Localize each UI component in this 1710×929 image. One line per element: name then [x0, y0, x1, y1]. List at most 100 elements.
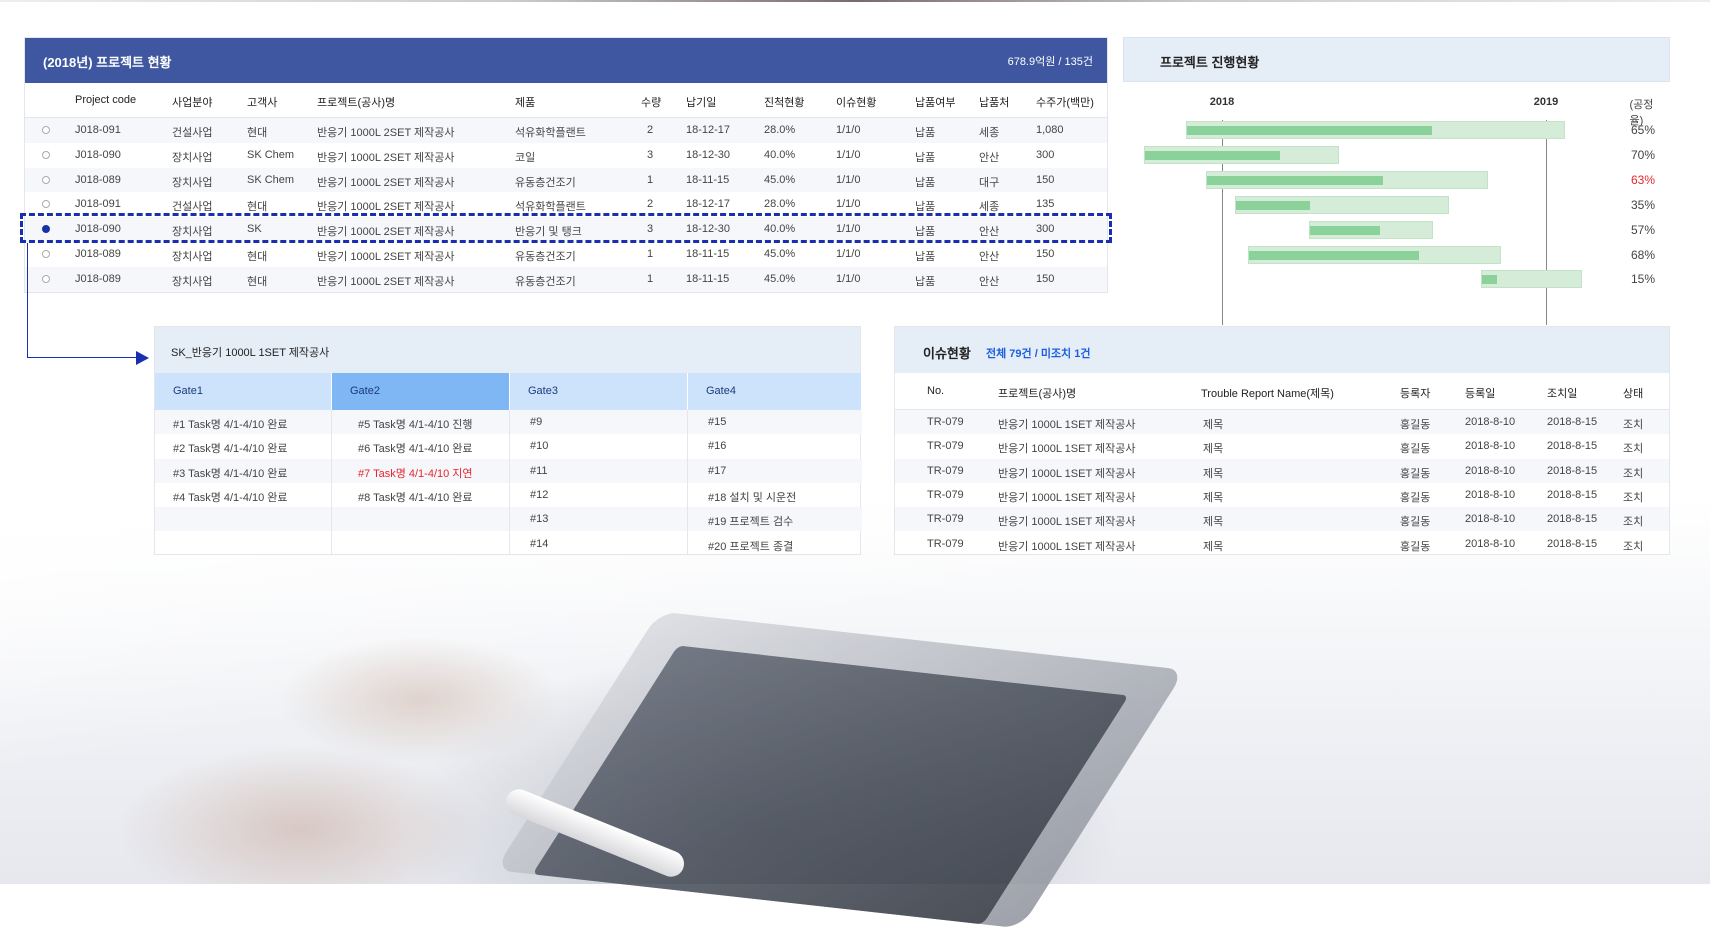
table-cell: 납품	[915, 226, 936, 239]
gate-task[interactable]: #11	[530, 464, 548, 477]
gate-task[interactable]: #7 Task명 4/1-4/10 지연	[358, 467, 473, 480]
table-cell: 45.0%	[764, 173, 796, 186]
table-cell: 2018-8-10	[1465, 440, 1516, 453]
column-header[interactable]: 사업분야	[172, 97, 213, 109]
gate-tab-1[interactable]: Gate1	[155, 373, 332, 410]
gantt-bar[interactable]	[1247, 245, 1501, 264]
issue-table-header: No. 프로젝트(공사)명 Trouble Report Name(제목) 등록자 등록…	[895, 373, 1669, 410]
gate-tab-4[interactable]: Gate4	[688, 373, 862, 410]
column-header[interactable]: 등록자	[1400, 388, 1431, 400]
table-cell: 18-12-30	[686, 148, 731, 161]
column-header[interactable]: 납품처	[979, 97, 1010, 109]
column-header[interactable]: 등록일	[1465, 388, 1496, 400]
gantt-bar[interactable]	[1186, 121, 1566, 139]
issue-count[interactable]: 전체 79건 / 미조치 1건	[986, 348, 1091, 360]
column-header[interactable]: 조치일	[1547, 388, 1578, 400]
gate-task[interactable]: #8 Task명 4/1-4/10 완료	[358, 491, 473, 504]
gantt-bar[interactable]	[1309, 220, 1433, 239]
column-header[interactable]: 고객사	[247, 97, 278, 109]
table-cell: 반응기 1000L 1SET 제작공사	[998, 419, 1136, 431]
column-header[interactable]: No.	[927, 385, 945, 397]
column-header[interactable]: 제품	[515, 97, 536, 109]
gate-task[interactable]: #17	[708, 464, 727, 477]
gate-task[interactable]: #13	[530, 513, 549, 526]
table-row[interactable]: J018-090 장치사업 SK Chem 반응기 1000L 2SET 제작공사 코일…	[25, 143, 1107, 168]
column-header[interactable]: 상태	[1623, 388, 1644, 400]
column-header[interactable]: 수량	[641, 97, 662, 109]
column-header[interactable]: 프로젝트(공사)명	[998, 388, 1077, 400]
column-header[interactable]: 프로젝트(공사)명	[317, 97, 396, 109]
gate-task[interactable]: #5 Task명 4/1-4/10 진행	[358, 419, 473, 431]
gate-task[interactable]: #15	[708, 416, 727, 428]
gantt-bar[interactable]	[1234, 195, 1449, 214]
table-cell: TR-079	[927, 464, 964, 477]
table-row[interactable]: J018-089 장치사업 현대 반응기 1000L 2SET 제작공사 유동층건조기 1…	[25, 242, 1107, 267]
table-cell: 1/1/0	[836, 272, 861, 285]
issue-row[interactable]: TR-079 반응기 1000L 1SET 제작공사 제목 홍길동 2018-8-10 2…	[895, 532, 1669, 556]
row-radio[interactable]	[42, 274, 50, 283]
rate-label: (공정율)	[1629, 99, 1654, 127]
row-radio[interactable]	[42, 150, 50, 159]
table-row[interactable]: J018-089 장치사업 SK Chem 반응기 1000L 2SET 제작공사 유동…	[25, 167, 1107, 193]
issue-row[interactable]: TR-079 반응기 1000L 1SET 제작공사 제목 홍길동 2018-8-10 2…	[895, 410, 1669, 435]
table-row[interactable]: J018-089 장치사업 현대 반응기 1000L 2SET 제작공사 유동층건조기 1…	[25, 266, 1107, 292]
issue-row[interactable]: TR-079 반응기 1000L 1SET 제작공사 제목 홍길동 2018-8-10 2…	[895, 483, 1669, 507]
gate-task[interactable]: #1 Task명 4/1-4/10 완료	[173, 419, 288, 431]
gantt-bar[interactable]	[1481, 270, 1582, 289]
table-cell: 장치사업	[172, 176, 213, 189]
row-radio[interactable]	[42, 250, 50, 258]
issue-row[interactable]: TR-079 반응기 1000L 1SET 제작공사 제목 홍길동 2018-8-10 2…	[895, 507, 1669, 532]
gate-task[interactable]: #6 Task명 4/1-4/10 완료	[358, 443, 473, 456]
column-header[interactable]: Project code	[75, 94, 137, 106]
table-cell: 반응기 1000L 1SET 제작공사	[998, 540, 1136, 553]
table-row[interactable]: J018-090 장치사업 SK 반응기 1000L 2SET 제작공사 반응기 및 탱…	[25, 217, 1107, 242]
gantt-bar[interactable]	[1144, 145, 1339, 164]
table-cell: 반응기 1000L 2SET 제작공사	[317, 176, 455, 189]
column-header[interactable]: 수주가(백만)	[1036, 97, 1094, 109]
issue-row[interactable]: TR-079 반응기 1000L 1SET 제작공사 제목 홍길동 2018-8-10 2…	[895, 458, 1669, 483]
gate-task[interactable]: #14	[530, 537, 549, 550]
column-header[interactable]: 이슈현황	[836, 97, 877, 109]
row-radio[interactable]	[42, 175, 50, 184]
year-label-2019: 2019	[1533, 96, 1559, 108]
gate-task[interactable]: #12	[530, 488, 549, 501]
gate-task[interactable]: #3 Task명 4/1-4/10 완료	[173, 467, 288, 480]
table-cell: 조치	[1623, 540, 1644, 553]
row-radio[interactable]	[42, 126, 50, 134]
table-row[interactable]: J018-091 건설사업 현대 반응기 1000L 2SET 제작공사 석유화학플랜트…	[25, 118, 1107, 143]
gantt-bar[interactable]	[1205, 170, 1488, 189]
gate-task[interactable]: #9	[530, 416, 543, 428]
top-divider	[0, 0, 1710, 2]
gate-tab-3[interactable]: Gate3	[510, 373, 688, 410]
gate-task[interactable]: #4 Task명 4/1-4/10 완료	[173, 491, 288, 504]
column-header[interactable]: 납기일	[686, 97, 717, 109]
gate-row	[155, 507, 862, 532]
progress-rate: 63%	[1630, 172, 1656, 187]
table-row[interactable]: J018-091 건설사업 현대 반응기 1000L 2SET 제작공사 석유화학플랜트…	[25, 192, 1107, 217]
column-header[interactable]: 납품여부	[915, 97, 956, 109]
table-cell: 반응기 1000L 1SET 제작공사	[998, 491, 1136, 504]
year-gridline	[1222, 120, 1223, 325]
table-cell: 150	[1036, 173, 1055, 186]
gate-task[interactable]: #2 Task명 4/1-4/10 완료	[173, 443, 288, 456]
table-cell: 안산	[979, 151, 1000, 164]
table-cell: 2018-8-15	[1547, 464, 1598, 477]
gate-row	[155, 458, 862, 483]
gate-panel-title: SK_반응기 1000L 1SET 제작공사	[171, 347, 330, 359]
column-header[interactable]: Trouble Report Name(제목)	[1201, 388, 1334, 400]
table-cell: 현대	[247, 127, 268, 139]
column-header[interactable]: 진척현황	[764, 97, 805, 109]
gate-task[interactable]: #19 프로젝트 검수	[708, 516, 794, 529]
row-radio[interactable]	[42, 225, 50, 234]
gate-tab-2[interactable]: Gate2	[332, 373, 510, 410]
table-cell: 안산	[979, 226, 1000, 239]
gantt-header: 프로젝트 진행현황	[1123, 37, 1670, 82]
gate-task[interactable]: #16	[708, 440, 727, 453]
issue-row[interactable]: TR-079 반응기 1000L 1SET 제작공사 제목 홍길동 2018-8-10 2…	[895, 434, 1669, 458]
gate-task[interactable]: #18 설치 및 시운전	[708, 491, 797, 504]
gate-task[interactable]: #20 프로젝트 종결	[708, 540, 794, 553]
table-cell: 3	[647, 148, 654, 161]
gate-task[interactable]: #10	[530, 440, 549, 453]
row-radio[interactable]	[42, 200, 50, 209]
table-cell: 납품	[915, 176, 936, 189]
